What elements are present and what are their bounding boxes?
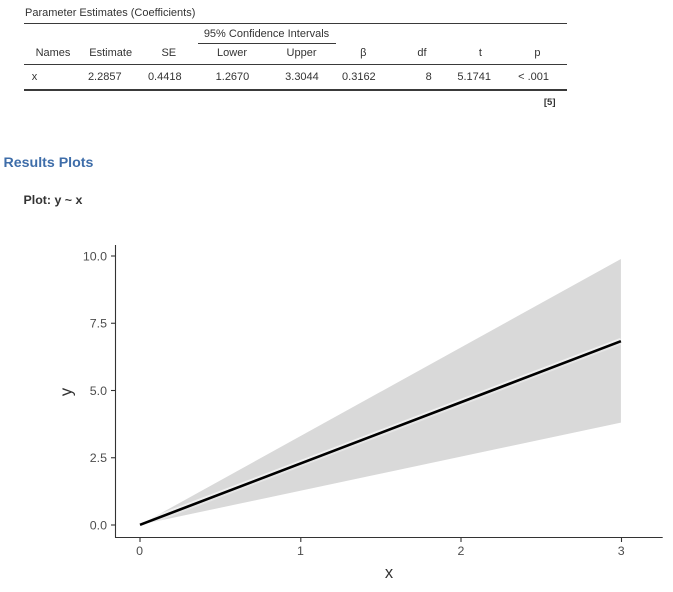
svg-text:1: 1 — [297, 544, 304, 558]
svg-text:x: x — [385, 564, 394, 582]
svg-text:0: 0 — [136, 544, 143, 558]
svg-text:10.0: 10.0 — [83, 249, 107, 263]
svg-text:5.0: 5.0 — [90, 384, 107, 398]
svg-text:2: 2 — [457, 544, 464, 558]
svg-text:2.5: 2.5 — [90, 451, 107, 465]
svg-text:0.0: 0.0 — [90, 518, 107, 532]
svg-text:y: y — [58, 387, 76, 396]
svg-text:3: 3 — [618, 544, 625, 558]
svg-text:7.5: 7.5 — [90, 317, 107, 331]
